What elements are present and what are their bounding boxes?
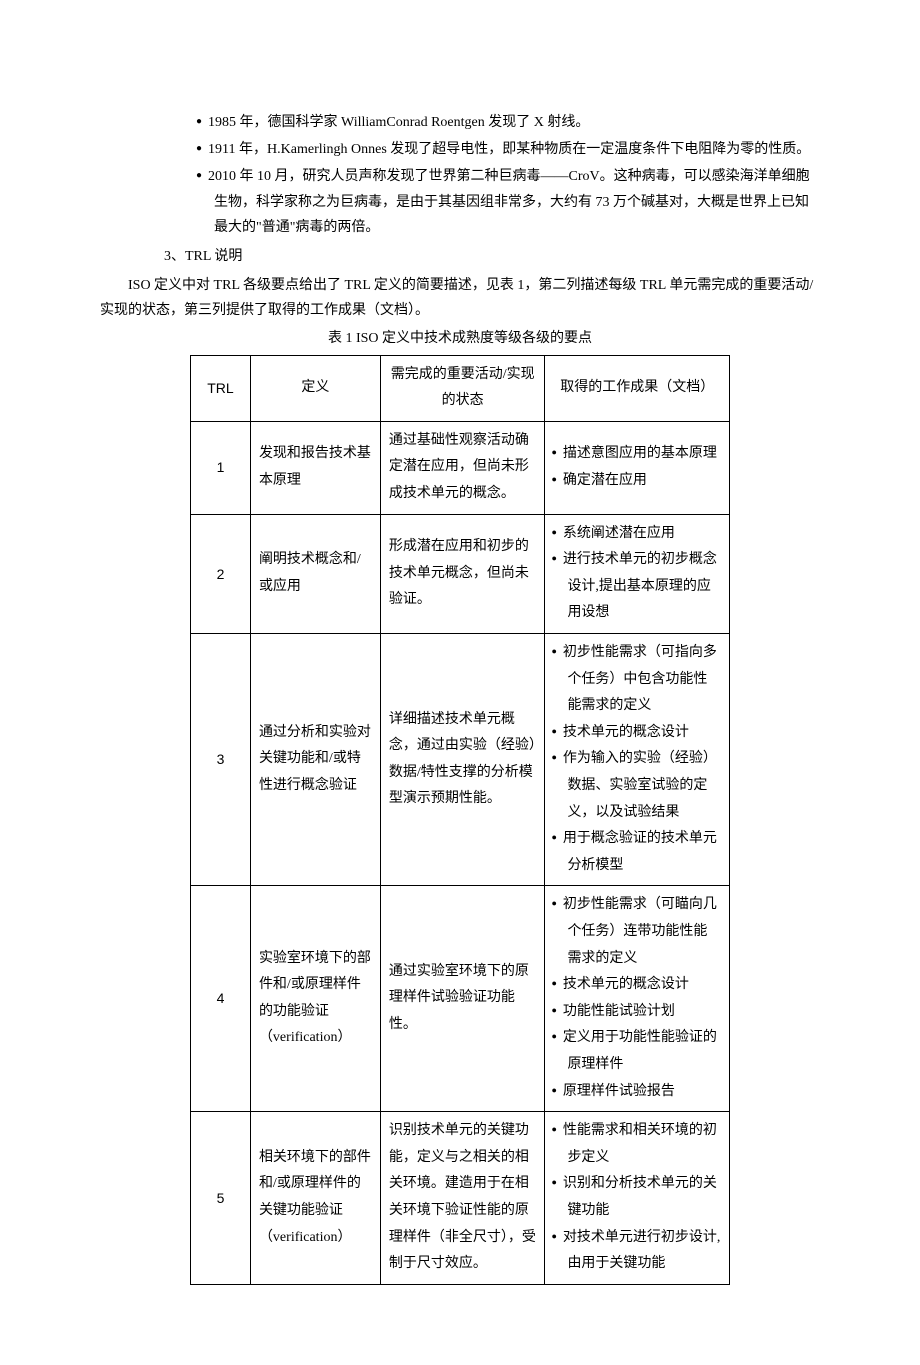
outcome-text: 性能需求和相关环境的初步定义 xyxy=(563,1123,717,1165)
table-caption: 表 1 ISO 定义中技术成熟度等级各级的要点 xyxy=(100,326,820,351)
outcome-item: ● 技术单元的概念设计 xyxy=(551,972,721,999)
intro-bullets: ● 1985 年，德国科学家 WilliamConrad Roentgen 发现了… xyxy=(100,110,820,240)
bullet-item: ● 1985 年，德国科学家 WilliamConrad Roentgen 发现了… xyxy=(196,110,820,135)
bullet-icon: ● xyxy=(196,116,202,127)
outcome-item: ● 用于概念验证的技术单元分析模型 xyxy=(551,826,721,879)
cell-activities: 识别技术单元的关键功能，定义与之相关的相关环境。建造用于在相关环境下验证性能的原… xyxy=(380,1112,545,1285)
cell-definition: 发现和报告技术基本原理 xyxy=(250,421,380,514)
table-row: 1发现和报告技术基本原理通过基础性观察活动确定潜在应用，但尚未形成技术单元的概念… xyxy=(191,421,730,514)
outcome-item: ● 原理样件试验报告 xyxy=(551,1079,721,1106)
table-row: 5相关环境下的部件和/或原理样件的关键功能验证（verification）识别技… xyxy=(191,1112,730,1285)
outcome-item: ● 确定潜在应用 xyxy=(551,468,721,495)
outcome-text: 定义用于功能性能验证的原理样件 xyxy=(563,1030,717,1072)
cell-trl: 5 xyxy=(191,1112,251,1285)
outcome-item: ● 初步性能需求（可瞄向几个任务）连带功能性能需求的定义 xyxy=(551,892,721,972)
outcome-item: ● 作为输入的实验（经验）数据、实验室试验的定义，以及试验结果 xyxy=(551,746,721,826)
outcome-item: ● 识别和分析技术单元的关键功能 xyxy=(551,1171,721,1224)
cell-activities: 详细描述技术单元概念，通过由实验（经验）数据/特性支撑的分析模型演示预期性能。 xyxy=(380,634,545,886)
outcome-item: ● 描述意图应用的基本原理 xyxy=(551,441,721,468)
cell-trl: 2 xyxy=(191,514,251,633)
outcome-item: ● 进行技术单元的初步概念设计,提出基本原理的应用设想 xyxy=(551,547,721,627)
section-heading: 3、TRL 说明 xyxy=(100,244,820,269)
header-activities: 需完成的重要活动/实现的状态 xyxy=(380,355,545,421)
outcome-item: ● 初步性能需求（可指向多个任务）中包含功能性能需求的定义 xyxy=(551,640,721,720)
bullet-icon: ● xyxy=(551,553,556,563)
bullet-text: 1985 年，德国科学家 WilliamConrad Roentgen 发现了 … xyxy=(208,115,589,130)
cell-outcomes: ● 初步性能需求（可指向多个任务）中包含功能性能需求的定义 ● 技术单元的概念设计 ● 作… xyxy=(545,634,730,886)
cell-trl: 4 xyxy=(191,886,251,1112)
bullet-icon: ● xyxy=(551,1177,556,1187)
table-row: 2阐明技术概念和/或应用形成潜在应用和初步的技术单元概念，但尚未验证。 ● 系统阐述… xyxy=(191,514,730,633)
bullet-icon: ● xyxy=(551,474,556,484)
bullet-icon: ● xyxy=(551,1231,556,1241)
outcome-item: ● 功能性能试验计划 xyxy=(551,999,721,1026)
cell-activities: 形成潜在应用和初步的技术单元概念，但尚未验证。 xyxy=(380,514,545,633)
bullet-icon: ● xyxy=(551,1085,556,1095)
outcome-text: 描述意图应用的基本原理 xyxy=(563,446,717,461)
bullet-icon: ● xyxy=(551,1031,556,1041)
bullet-item: ● 2010 年 10 月，研究人员声称发现了世界第二种巨病毒——CroV。这种病… xyxy=(196,164,820,240)
bullet-icon: ● xyxy=(196,170,202,181)
outcome-text: 初步性能需求（可瞄向几个任务）连带功能性能需求的定义 xyxy=(563,897,717,965)
outcome-text: 功能性能试验计划 xyxy=(563,1004,675,1019)
cell-outcomes: ● 性能需求和相关环境的初步定义 ● 识别和分析技术单元的关键功能 ● 对技术单元进行初步… xyxy=(545,1112,730,1285)
bullet-icon: ● xyxy=(551,832,556,842)
outcome-text: 用于概念验证的技术单元分析模型 xyxy=(563,831,717,873)
outcome-text: 系统阐述潜在应用 xyxy=(563,526,675,541)
bullet-text: 1911 年，H.Kamerlingh Onnes 发现了超导电性，即某种物质在… xyxy=(208,142,810,157)
bullet-icon: ● xyxy=(551,726,556,736)
cell-activities: 通过基础性观察活动确定潜在应用，但尚未形成技术单元的概念。 xyxy=(380,421,545,514)
outcome-item: ● 性能需求和相关环境的初步定义 xyxy=(551,1118,721,1171)
cell-definition: 相关环境下的部件和/或原理样件的关键功能验证（verification） xyxy=(250,1112,380,1285)
outcome-item: ● 对技术单元进行初步设计,由用于关键功能 xyxy=(551,1225,721,1278)
outcome-text: 确定潜在应用 xyxy=(563,473,647,488)
cell-trl: 1 xyxy=(191,421,251,514)
bullet-icon: ● xyxy=(551,752,556,762)
trl-table: TRL 定义 需完成的重要活动/实现的状态 取得的工作成果（文档） 1发现和报告… xyxy=(190,355,730,1285)
outcome-text: 技术单元的概念设计 xyxy=(563,725,689,740)
cell-outcomes: ● 初步性能需求（可瞄向几个任务）连带功能性能需求的定义 ● 技术单元的概念设计 ● 功能… xyxy=(545,886,730,1112)
outcome-text: 原理样件试验报告 xyxy=(563,1084,675,1099)
bullet-item: ● 1911 年，H.Kamerlingh Onnes 发现了超导电性，即某种物质… xyxy=(196,137,820,162)
bullet-icon: ● xyxy=(196,143,202,154)
cell-definition: 实验室环境下的部件和/或原理样件的功能验证（verification） xyxy=(250,886,380,1112)
bullet-icon: ● xyxy=(551,1005,556,1015)
outcome-text: 作为输入的实验（经验）数据、实验室试验的定义，以及试验结果 xyxy=(563,751,717,819)
cell-activities: 通过实验室环境下的原理样件试验验证功能性。 xyxy=(380,886,545,1112)
bullet-icon: ● xyxy=(551,527,556,537)
table-row: 3通过分析和实验对关键功能和/或特性进行概念验证详细描述技术单元概念，通过由实验… xyxy=(191,634,730,886)
cell-outcomes: ● 系统阐述潜在应用 ● 进行技术单元的初步概念设计,提出基本原理的应用设想 xyxy=(545,514,730,633)
bullet-icon: ● xyxy=(551,646,556,656)
outcome-item: ● 系统阐述潜在应用 xyxy=(551,521,721,548)
header-trl: TRL xyxy=(191,355,251,421)
bullet-icon: ● xyxy=(551,978,556,988)
header-outcomes: 取得的工作成果（文档） xyxy=(545,355,730,421)
intro-paragraph: ISO 定义中对 TRL 各级要点给出了 TRL 定义的简要描述，见表 1，第二… xyxy=(100,273,820,323)
outcome-text: 进行技术单元的初步概念设计,提出基本原理的应用设想 xyxy=(563,552,717,620)
table-body: 1发现和报告技术基本原理通过基础性观察活动确定潜在应用，但尚未形成技术单元的概念… xyxy=(191,421,730,1284)
header-definition: 定义 xyxy=(250,355,380,421)
outcome-text: 初步性能需求（可指向多个任务）中包含功能性能需求的定义 xyxy=(563,645,717,713)
bullet-icon: ● xyxy=(551,898,556,908)
outcome-text: 技术单元的概念设计 xyxy=(563,977,689,992)
outcome-item: ● 技术单元的概念设计 xyxy=(551,720,721,747)
bullet-icon: ● xyxy=(551,447,556,457)
bullet-text: 2010 年 10 月，研究人员声称发现了世界第二种巨病毒——CroV。这种病毒… xyxy=(208,169,810,234)
table-header-row: TRL 定义 需完成的重要活动/实现的状态 取得的工作成果（文档） xyxy=(191,355,730,421)
cell-outcomes: ● 描述意图应用的基本原理 ● 确定潜在应用 xyxy=(545,421,730,514)
outcome-item: ● 定义用于功能性能验证的原理样件 xyxy=(551,1025,721,1078)
cell-definition: 阐明技术概念和/或应用 xyxy=(250,514,380,633)
bullet-icon: ● xyxy=(551,1124,556,1134)
outcome-text: 识别和分析技术单元的关键功能 xyxy=(563,1176,717,1218)
cell-trl: 3 xyxy=(191,634,251,886)
cell-definition: 通过分析和实验对关键功能和/或特性进行概念验证 xyxy=(250,634,380,886)
table-row: 4实验室环境下的部件和/或原理样件的功能验证（verification）通过实验… xyxy=(191,886,730,1112)
outcome-text: 对技术单元进行初步设计,由用于关键功能 xyxy=(563,1230,721,1272)
